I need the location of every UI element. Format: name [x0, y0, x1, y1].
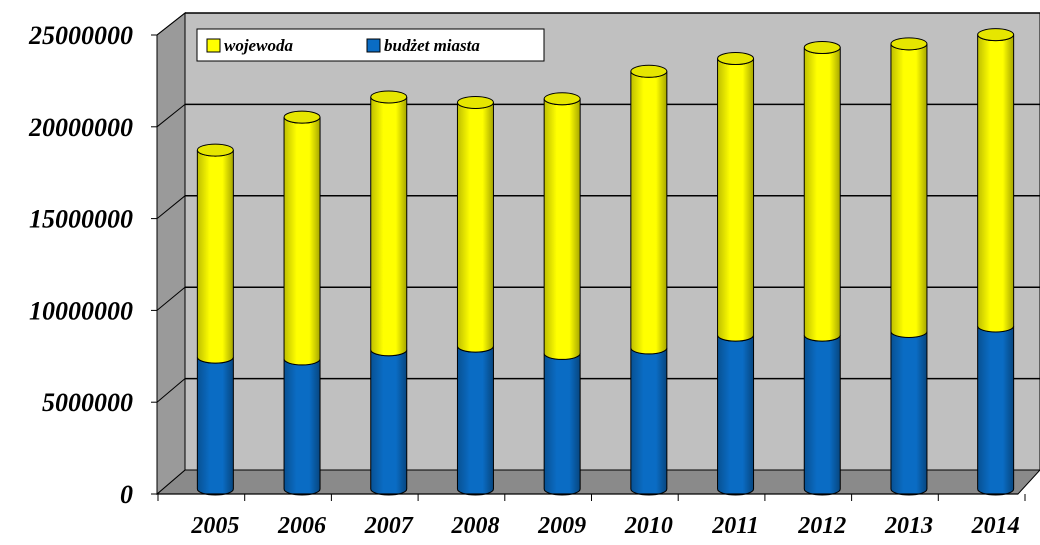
y-tick-label: 15000000 [29, 205, 133, 234]
x-tick-label: 2008 [450, 513, 499, 539]
bar-2007-wojewoda[interactable] [370, 96, 408, 357]
bar-2013-wojewoda[interactable] [890, 43, 928, 338]
bar-2011-budzet-miasta[interactable] [717, 334, 755, 496]
x-tick-label: 2006 [277, 513, 326, 539]
y-tick-label: 5000000 [42, 388, 133, 417]
bar-2007-budzet-miasta[interactable] [370, 349, 408, 496]
gridline-side [156, 378, 186, 403]
gridline-side [156, 195, 186, 219]
bar-2009-wojewoda[interactable] [543, 98, 581, 360]
x-tick-label: 2010 [624, 513, 673, 539]
bar-cap [977, 28, 1015, 42]
bar-2014-budzet-miasta[interactable] [977, 325, 1015, 496]
bar-2014-wojewoda[interactable] [977, 34, 1015, 333]
gridline-side [156, 286, 186, 311]
x-axis: 2005 2006 2007 2008 2009 2010 2011 2012 2013 2014 [157, 493, 1026, 539]
legend-swatch-wojewoda [206, 38, 221, 53]
bar-2010-wojewoda[interactable] [630, 71, 668, 355]
y-tick-label: 25000000 [28, 21, 133, 50]
bar-cap [630, 64, 668, 78]
bar-2005-wojewoda[interactable] [196, 149, 234, 364]
gridline-side [156, 12, 186, 36]
bar-2006-budzet-miasta[interactable] [283, 358, 321, 496]
legend-label-wojewoda: wojewoda [224, 36, 293, 55]
legend[interactable]: wojewoda budżet miasta [196, 28, 545, 62]
x-tick-label: 2005 [190, 513, 239, 539]
bar-cap [283, 110, 321, 124]
y-tick-label: 20000000 [28, 113, 133, 142]
bar-2012-wojewoda[interactable] [803, 47, 841, 342]
bar-2008-wojewoda[interactable] [456, 102, 494, 353]
x-tick-label: 2013 [884, 513, 933, 539]
x-tick-label: 2014 [971, 513, 1020, 539]
bars [196, 28, 1015, 496]
bar-2006-wojewoda[interactable] [283, 116, 321, 366]
bar-cap [803, 40, 841, 54]
bar-2013-budzet-miasta[interactable] [890, 331, 928, 496]
y-axis: 0 5000000 10000000 15000000 20000000 25000000 [28, 21, 158, 509]
legend-label-budzet-miasta: budżet miasta [384, 36, 480, 55]
legend-swatch-budzet-miasta [366, 38, 381, 53]
y-tick-label: 0 [120, 480, 133, 509]
gridline-side [156, 104, 186, 128]
bar-cap [196, 143, 234, 157]
y-tick-label: 10000000 [29, 296, 133, 325]
bar-cap [717, 51, 755, 65]
bar-2012-budzet-miasta[interactable] [803, 334, 841, 496]
bar-cap [370, 90, 408, 104]
bar-cap [890, 37, 928, 51]
x-tick-label: 2007 [364, 513, 414, 539]
bar-2011-wojewoda[interactable] [717, 58, 755, 342]
bar-cap [456, 95, 494, 109]
bar-2010-budzet-miasta[interactable] [630, 347, 668, 496]
x-tick-label: 2011 [711, 513, 759, 539]
bar-2005-budzet-miasta[interactable] [196, 356, 234, 496]
bar-2008-budzet-miasta[interactable] [456, 345, 494, 496]
x-tick-label: 2012 [797, 513, 846, 539]
bar-cap [543, 92, 581, 106]
x-tick-label: 2009 [537, 513, 586, 539]
bar-2009-budzet-miasta[interactable] [543, 353, 581, 496]
side-wall [156, 11, 186, 496]
